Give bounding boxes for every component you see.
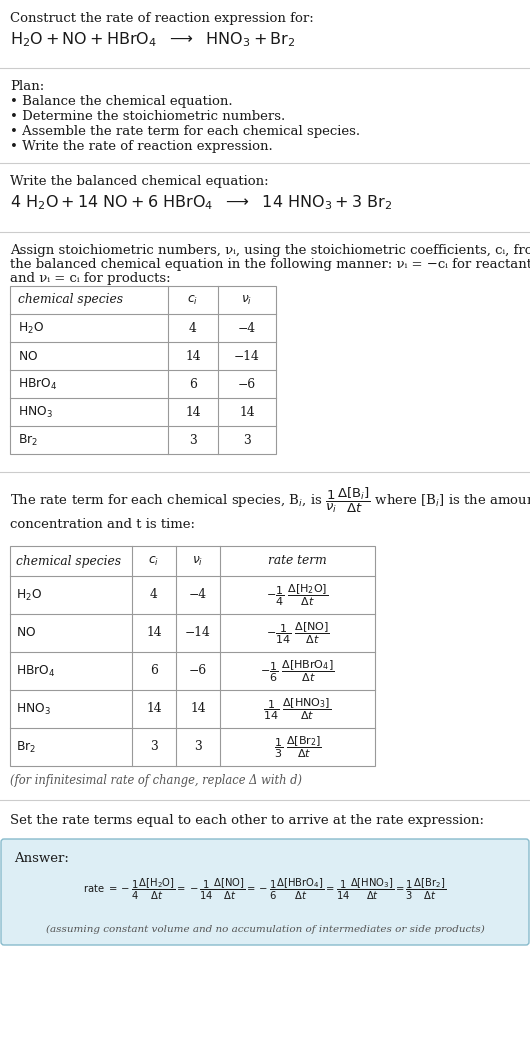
Text: The rate term for each chemical species, B$_i$, is $\dfrac{1}{\nu_i}\dfrac{\Delt: The rate term for each chemical species,… — [10, 487, 530, 516]
Text: $\mathrm{NO}$: $\mathrm{NO}$ — [18, 350, 38, 362]
Text: $\mathrm{H_2O + NO + HBrO_4}$  $\longrightarrow$  $\mathrm{HNO_3 + Br_2}$: $\mathrm{H_2O + NO + HBrO_4}$ $\longrigh… — [10, 30, 295, 49]
Text: rate term: rate term — [268, 554, 327, 568]
Text: 14: 14 — [146, 703, 162, 715]
Text: $\mathrm{HBrO_4}$: $\mathrm{HBrO_4}$ — [18, 377, 57, 392]
Text: $\mathrm{H_2O}$: $\mathrm{H_2O}$ — [18, 321, 44, 335]
Text: $-\dfrac{1}{4}\ \dfrac{\Delta[\mathrm{H_2O}]}{\Delta t}$: $-\dfrac{1}{4}\ \dfrac{\Delta[\mathrm{H_… — [267, 583, 329, 608]
Text: $\mathrm{NO}$: $\mathrm{NO}$ — [16, 626, 36, 640]
Text: −4: −4 — [189, 589, 207, 601]
Text: $\nu_i$: $\nu_i$ — [241, 293, 253, 307]
Text: Answer:: Answer: — [14, 852, 69, 865]
Text: −4: −4 — [238, 322, 256, 334]
Text: 14: 14 — [190, 703, 206, 715]
Text: Plan:: Plan: — [10, 80, 44, 93]
Text: $\mathrm{4\ H_2O + 14\ NO + 6\ HBrO_4}$  $\longrightarrow$  $\mathrm{14\ HNO_3 +: $\mathrm{4\ H_2O + 14\ NO + 6\ HBrO_4}$ … — [10, 193, 393, 212]
Text: (for infinitesimal rate of change, replace Δ with d): (for infinitesimal rate of change, repla… — [10, 774, 302, 787]
Text: $c_i$: $c_i$ — [148, 554, 160, 568]
Bar — [10, 546, 375, 766]
Text: $\dfrac{1}{14}\ \dfrac{\Delta[\mathrm{HNO_3}]}{\Delta t}$: $\dfrac{1}{14}\ \dfrac{\Delta[\mathrm{HN… — [263, 696, 332, 721]
Text: 14: 14 — [185, 350, 201, 362]
Text: concentration and t is time:: concentration and t is time: — [10, 518, 195, 531]
Text: rate $= -\dfrac{1}{4}\dfrac{\Delta[\mathrm{H_2O}]}{\Delta t}= -\dfrac{1}{14}\dfr: rate $= -\dfrac{1}{4}\dfrac{\Delta[\math… — [83, 877, 447, 902]
Text: the balanced chemical equation in the following manner: νᵢ = −cᵢ for reactants: the balanced chemical equation in the fo… — [10, 258, 530, 271]
Text: and νᵢ = cᵢ for products:: and νᵢ = cᵢ for products: — [10, 272, 171, 285]
Text: $-\dfrac{1}{6}\ \dfrac{\Delta[\mathrm{HBrO_4}]}{\Delta t}$: $-\dfrac{1}{6}\ \dfrac{\Delta[\mathrm{HB… — [260, 659, 334, 684]
Text: 3: 3 — [243, 433, 251, 447]
Text: $\mathrm{H_2O}$: $\mathrm{H_2O}$ — [16, 588, 42, 602]
Text: • Assemble the rate term for each chemical species.: • Assemble the rate term for each chemic… — [10, 125, 360, 138]
Text: • Determine the stoichiometric numbers.: • Determine the stoichiometric numbers. — [10, 110, 285, 123]
Text: 14: 14 — [239, 405, 255, 419]
Text: −6: −6 — [238, 378, 256, 390]
Text: Assign stoichiometric numbers, νᵢ, using the stoichiometric coefficients, cᵢ, fr: Assign stoichiometric numbers, νᵢ, using… — [10, 244, 530, 257]
Text: Set the rate terms equal to each other to arrive at the rate expression:: Set the rate terms equal to each other t… — [10, 814, 484, 827]
Text: • Write the rate of reaction expression.: • Write the rate of reaction expression. — [10, 140, 273, 153]
Text: Write the balanced chemical equation:: Write the balanced chemical equation: — [10, 175, 269, 188]
Text: −14: −14 — [185, 626, 211, 640]
Text: (assuming constant volume and no accumulation of intermediates or side products): (assuming constant volume and no accumul… — [46, 925, 484, 934]
Text: 4: 4 — [189, 322, 197, 334]
Text: $-\dfrac{1}{14}\ \dfrac{\Delta[\mathrm{NO}]}{\Delta t}$: $-\dfrac{1}{14}\ \dfrac{\Delta[\mathrm{N… — [266, 620, 330, 646]
Text: $\mathrm{Br_2}$: $\mathrm{Br_2}$ — [16, 739, 36, 755]
Text: Construct the rate of reaction expression for:: Construct the rate of reaction expressio… — [10, 11, 314, 25]
Text: 14: 14 — [185, 405, 201, 419]
Text: $c_i$: $c_i$ — [188, 293, 199, 307]
Text: 3: 3 — [150, 740, 158, 754]
Text: 14: 14 — [146, 626, 162, 640]
Text: chemical species: chemical species — [18, 293, 123, 307]
Text: −6: −6 — [189, 664, 207, 678]
Text: $\mathrm{Br_2}$: $\mathrm{Br_2}$ — [18, 432, 38, 448]
Text: 3: 3 — [189, 433, 197, 447]
Text: • Balance the chemical equation.: • Balance the chemical equation. — [10, 95, 233, 108]
Text: $\mathrm{HNO_3}$: $\mathrm{HNO_3}$ — [18, 404, 53, 420]
Text: $\nu_i$: $\nu_i$ — [192, 554, 204, 568]
Text: −14: −14 — [234, 350, 260, 362]
Text: $\mathrm{HNO_3}$: $\mathrm{HNO_3}$ — [16, 702, 51, 716]
Text: $\dfrac{1}{3}\ \dfrac{\Delta[\mathrm{Br_2}]}{\Delta t}$: $\dfrac{1}{3}\ \dfrac{\Delta[\mathrm{Br_… — [273, 734, 322, 760]
Bar — [10, 286, 276, 454]
Text: 3: 3 — [194, 740, 202, 754]
Text: 6: 6 — [150, 664, 158, 678]
Text: $\mathrm{HBrO_4}$: $\mathrm{HBrO_4}$ — [16, 663, 55, 679]
Text: 6: 6 — [189, 378, 197, 390]
FancyBboxPatch shape — [1, 839, 529, 945]
Text: chemical species: chemical species — [16, 554, 121, 568]
Text: 4: 4 — [150, 589, 158, 601]
